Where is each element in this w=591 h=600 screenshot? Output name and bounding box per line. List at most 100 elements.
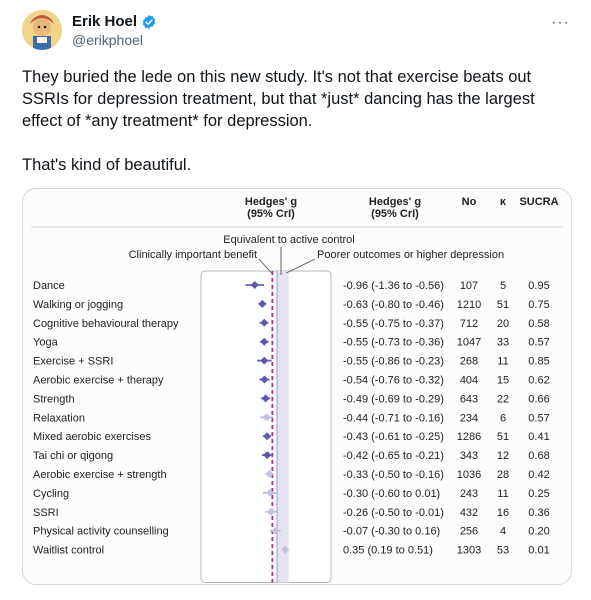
row-label: Physical activity counselling <box>33 526 169 538</box>
point-estimate-marker <box>262 413 271 422</box>
point-estimate-marker <box>271 526 280 535</box>
point-estimate-marker <box>266 507 275 516</box>
sucra-value: 0.01 <box>528 545 549 557</box>
point-estimate-marker <box>281 545 290 554</box>
n-value: 1047 <box>457 337 481 349</box>
tweet-paragraph-1: They buried the lede on this new study. … <box>22 68 535 130</box>
forest-plot-image[interactable]: Hedges' g (95% CrI) Hedges' g (95% CrI) No κ S… <box>22 188 572 585</box>
sucra-value: 0.68 <box>528 450 549 462</box>
ci-value: -0.42 (-0.65 to -0.21) <box>343 450 444 462</box>
point-estimate-marker <box>260 356 269 365</box>
sucra-value: 0.62 <box>528 375 549 387</box>
sucra-value: 0.25 <box>528 488 549 500</box>
ci-value: -0.55 (-0.86 to -0.23) <box>343 356 444 368</box>
ci-value: -0.63 (-0.80 to -0.46) <box>343 299 444 311</box>
row-label: Exercise + SSRI <box>33 356 113 368</box>
n-value: 343 <box>460 450 478 462</box>
row-label: Relaxation <box>33 412 85 424</box>
plot-frame <box>200 270 332 583</box>
ci-value: -0.44 (-0.71 to -0.16) <box>343 412 444 424</box>
ci-value: -0.43 (-0.61 to -0.25) <box>343 431 444 443</box>
pointer-clinical <box>258 258 272 274</box>
author-name[interactable]: Erik Hoel <box>72 13 138 30</box>
estimate-header-line2: (95% CrI) <box>247 208 295 220</box>
n-value: 404 <box>460 375 478 387</box>
n-value: 432 <box>460 507 478 519</box>
k-value: 22 <box>497 393 509 405</box>
ci-value: -0.26 (-0.50 to -0.01) <box>343 507 444 519</box>
ci-value: -0.07 (-0.30 to 0.16) <box>343 526 440 538</box>
row-label: Cycling <box>33 488 69 500</box>
sucra-value: 0.42 <box>528 469 549 481</box>
n-header: No <box>462 196 477 208</box>
ci-header-line1: Hedges' g <box>369 196 421 208</box>
ci-header-line2: (95% CrI) <box>371 208 419 220</box>
n-value: 107 <box>460 280 478 292</box>
n-value: 1303 <box>457 545 481 557</box>
annotation-clinical: Clinically important benefit <box>129 249 257 261</box>
row-label: Tai chi or qigong <box>33 450 113 462</box>
point-estimate-marker <box>265 470 274 478</box>
row-label: Waitlist control <box>33 545 104 557</box>
n-value: 1036 <box>457 469 481 481</box>
estimate-header-line1: Hedges' g <box>245 196 297 208</box>
row-label: SSRI <box>33 507 59 519</box>
k-value: 51 <box>497 431 509 443</box>
author-handle[interactable]: @erikphoel <box>72 32 144 48</box>
sucra-value: 0.58 <box>528 318 549 330</box>
pointer-poorer <box>286 258 316 274</box>
row-label: Strength <box>33 393 75 405</box>
sucra-value: 0.95 <box>528 280 549 292</box>
k-value: 33 <box>497 337 509 349</box>
k-value: 53 <box>497 545 509 557</box>
sucra-value: 0.75 <box>528 299 549 311</box>
sucra-value: 0.36 <box>528 507 549 519</box>
sucra-value: 0.57 <box>528 337 549 349</box>
equivalence-band <box>277 271 289 583</box>
row-label: Yoga <box>33 337 59 349</box>
k-value: 15 <box>497 375 509 387</box>
k-value: 16 <box>497 507 509 519</box>
row-label: Cognitive behavioural therapy <box>33 318 179 330</box>
point-estimate-marker <box>263 451 272 460</box>
sucra-value: 0.57 <box>528 412 549 424</box>
k-value: 20 <box>497 318 509 330</box>
n-value: 1210 <box>457 299 481 311</box>
point-estimate-marker <box>250 281 259 289</box>
avatar[interactable] <box>22 10 62 50</box>
tweet-paragraph-2: That's kind of beautiful. <box>22 156 192 174</box>
k-value: 28 <box>497 469 509 481</box>
avatar-illustration <box>22 10 62 50</box>
ci-value: -0.49 (-0.69 to -0.29) <box>343 393 444 405</box>
tweet-header: Erik Hoel @erikphoel ··· <box>22 8 570 56</box>
ci-value: 0.35 (0.19 to 0.51) <box>343 545 433 557</box>
annotation-equivalent: Equivalent to active control <box>223 234 354 246</box>
row-label: Aerobic exercise + therapy <box>33 375 164 387</box>
point-estimate-marker <box>260 337 269 346</box>
sucra-value: 0.20 <box>528 526 549 538</box>
ci-value: -0.96 (-1.36 to -0.56) <box>343 280 444 292</box>
point-estimate-marker <box>260 318 269 327</box>
n-value: 643 <box>460 393 478 405</box>
row-label: Dance <box>33 280 65 292</box>
k-value: 12 <box>497 450 509 462</box>
n-value: 234 <box>460 412 478 424</box>
n-value: 243 <box>460 488 478 500</box>
row-label: Walking or jogging <box>33 299 123 311</box>
n-value: 256 <box>460 526 478 538</box>
point-estimate-marker <box>261 394 270 403</box>
n-value: 1286 <box>457 431 481 443</box>
ci-value: -0.55 (-0.73 to -0.36) <box>343 337 444 349</box>
ci-value: -0.30 (-0.60 to 0.01) <box>343 488 440 500</box>
sucra-value: 0.41 <box>528 431 549 443</box>
verified-badge-icon <box>142 14 156 29</box>
more-options-icon[interactable]: ··· <box>551 14 570 31</box>
sucra-header: SUCRA <box>519 196 558 208</box>
point-estimate-marker <box>263 432 272 441</box>
row-label: Aerobic exercise + strength <box>33 469 167 481</box>
k-value: 11 <box>497 356 508 368</box>
point-estimate-marker <box>258 299 267 308</box>
point-estimate-marker <box>266 488 275 497</box>
point-estimate-marker <box>260 375 269 384</box>
annotation-poorer: Poorer outcomes or higher depression <box>317 249 504 261</box>
